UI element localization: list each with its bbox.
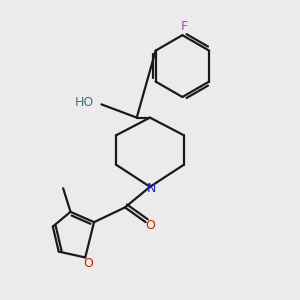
Text: N: N bbox=[147, 182, 156, 195]
Text: O: O bbox=[83, 257, 93, 271]
Text: O: O bbox=[145, 219, 155, 232]
Text: F: F bbox=[180, 20, 188, 33]
Text: HO: HO bbox=[75, 96, 94, 110]
